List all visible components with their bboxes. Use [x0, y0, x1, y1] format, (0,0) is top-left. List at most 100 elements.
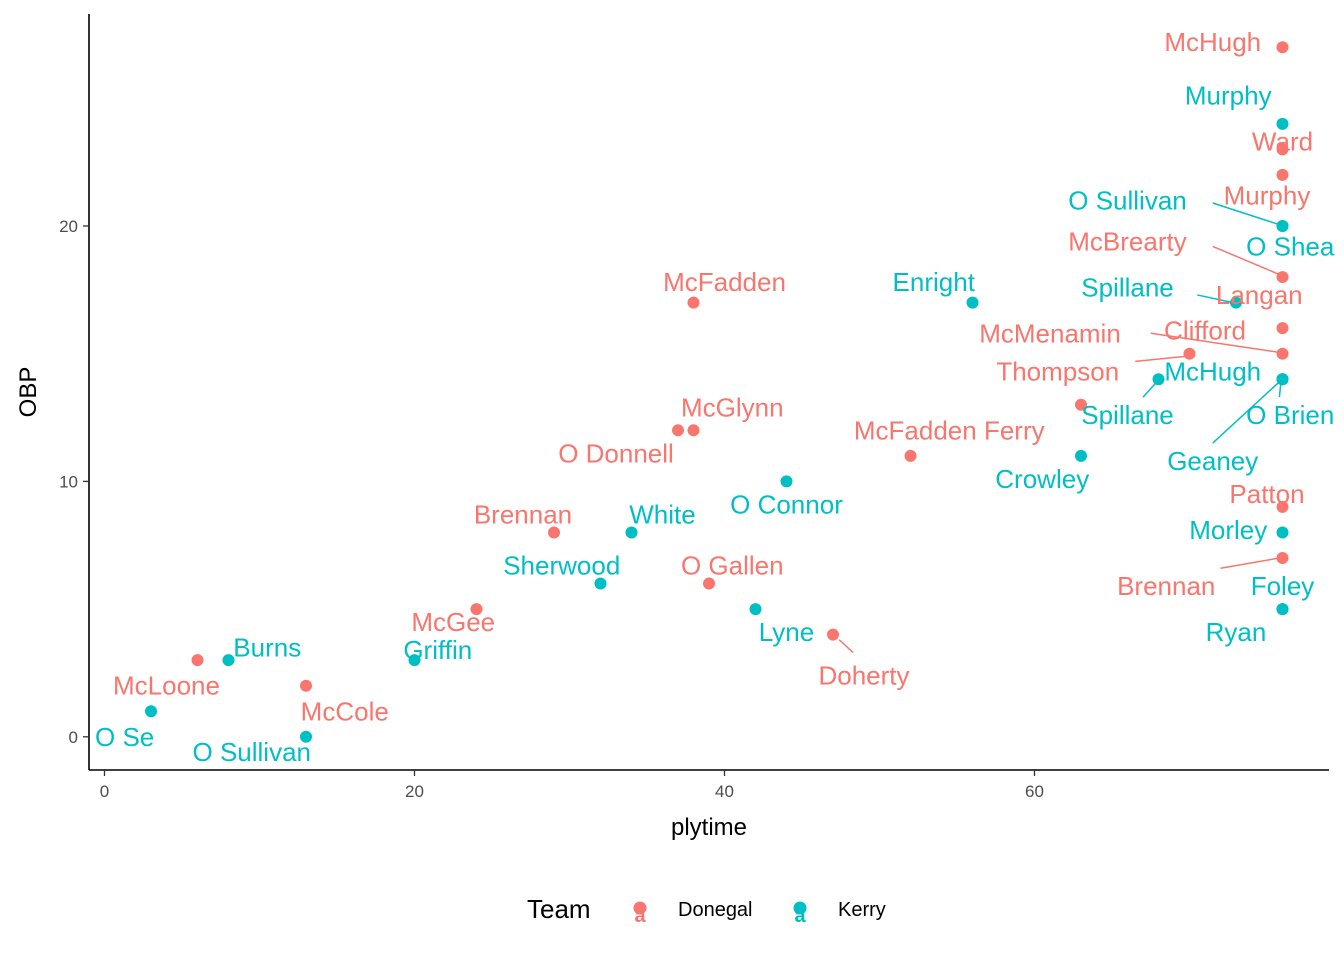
- point-label: Murphy: [1185, 81, 1272, 111]
- data-point-kerry: [749, 603, 762, 616]
- point-label: Foley: [1251, 571, 1315, 601]
- point-label: Spillane: [1081, 400, 1174, 430]
- point-label: McGee: [411, 607, 495, 637]
- data-point-donegal: [1183, 347, 1196, 360]
- x-tick-label: 40: [715, 782, 734, 801]
- legend-label-kerry: Kerry: [838, 899, 886, 921]
- data-point-donegal: [1276, 168, 1289, 181]
- point-label: O Sullivan: [1068, 185, 1187, 215]
- data-point-kerry: [1276, 117, 1289, 130]
- legend-key-donegal-glyph: a: [634, 905, 646, 927]
- label-leader-line: [1212, 245, 1280, 276]
- point-label: McHugh: [1164, 27, 1261, 57]
- point-label: Langan: [1216, 280, 1303, 310]
- data-point-donegal: [687, 424, 700, 437]
- point-label: Clifford: [1164, 316, 1246, 346]
- y-tick-label: 20: [59, 217, 78, 236]
- point-label: Patton: [1229, 479, 1304, 509]
- y-tick-label: 0: [69, 728, 78, 747]
- y-axis-ticks: 0 10 20: [59, 217, 89, 747]
- point-label: O Se: [95, 722, 154, 752]
- legend-key-kerry-dot: [793, 901, 807, 915]
- data-point-donegal: [1276, 552, 1289, 565]
- point-label: Ryan: [1206, 617, 1267, 647]
- x-tick-label: 0: [100, 782, 109, 801]
- legend-key-donegal-dot: [633, 901, 647, 915]
- point-label: Murphy: [1224, 180, 1311, 210]
- data-point-kerry: [1152, 373, 1165, 386]
- point-label: Crowley: [995, 464, 1089, 494]
- data-points: [145, 41, 1289, 743]
- point-label: O Gallen: [681, 551, 784, 581]
- data-point-kerry: [1276, 219, 1289, 232]
- data-point-kerry: [780, 475, 793, 488]
- point-label: Spillane: [1081, 272, 1174, 302]
- point-label: McCole: [301, 696, 389, 726]
- y-axis-title: OBP: [15, 367, 42, 418]
- data-point-kerry: [1276, 373, 1289, 386]
- data-point-kerry: [145, 705, 157, 718]
- data-point-donegal: [1276, 322, 1289, 335]
- data-point-donegal: [672, 424, 684, 437]
- legend: Team a Donegal a Kerry: [527, 894, 886, 927]
- x-axis-ticks: 0 20 40 60: [100, 770, 1044, 801]
- data-point-donegal: [548, 526, 560, 539]
- data-point-donegal: [1276, 271, 1289, 284]
- point-label: Ward: [1252, 127, 1313, 157]
- point-label: Brennan: [1117, 571, 1215, 601]
- data-point-kerry: [1075, 449, 1087, 462]
- point-label: McFadden Ferry: [854, 415, 1045, 445]
- label-leader-line: [1197, 294, 1234, 304]
- point-label: Doherty: [818, 661, 909, 691]
- data-point-donegal: [1276, 347, 1289, 360]
- y-tick-label: 10: [59, 472, 78, 491]
- label-leader-line: [1142, 381, 1158, 398]
- x-tick-label: 20: [405, 782, 424, 801]
- label-leader-line: [1212, 202, 1280, 226]
- point-label: Thompson: [996, 357, 1119, 387]
- point-label: Burns: [233, 632, 301, 662]
- data-point-donegal: [827, 628, 839, 641]
- data-point-donegal: [1276, 143, 1289, 156]
- data-point-donegal: [1276, 41, 1289, 54]
- data-point-donegal: [904, 449, 917, 462]
- legend-label-donegal: Donegal: [678, 899, 753, 921]
- data-point-donegal: [1075, 398, 1087, 411]
- data-point-kerry: [966, 296, 979, 309]
- point-label: Geaney: [1167, 446, 1258, 476]
- point-label: Morley: [1189, 515, 1267, 545]
- label-leader-line: [1135, 355, 1187, 363]
- point-label: Brennan: [474, 500, 572, 530]
- label-leader-line: [1212, 381, 1280, 444]
- point-label: O Shea: [1246, 231, 1335, 261]
- data-point-kerry: [1276, 526, 1289, 539]
- x-axis-title: plytime: [671, 814, 747, 841]
- point-label: McMenamin: [979, 318, 1121, 348]
- data-point-donegal: [470, 603, 483, 616]
- data-point-kerry: [300, 730, 312, 743]
- data-point-kerry: [408, 654, 421, 667]
- legend-title: Team: [527, 894, 591, 924]
- data-point-donegal: [703, 577, 715, 590]
- data-point-kerry: [222, 654, 235, 667]
- point-label: McGlynn: [681, 392, 784, 422]
- point-label: Sherwood: [503, 551, 620, 581]
- data-point-donegal: [300, 679, 312, 692]
- point-label: O Sullivan: [193, 737, 312, 767]
- point-label: O Donnell: [558, 438, 674, 468]
- point-label: McLoone: [113, 671, 220, 701]
- data-point-kerry: [1230, 296, 1242, 309]
- point-label: Lyne: [759, 617, 814, 647]
- data-point-kerry: [1276, 603, 1289, 616]
- point-label: White: [629, 500, 695, 530]
- point-label: O Brien: [1246, 400, 1334, 430]
- data-point-kerry: [625, 526, 638, 539]
- point-label: O Connor: [730, 489, 843, 519]
- label-leader-line: [1220, 557, 1280, 569]
- x-tick-label: 60: [1025, 782, 1044, 801]
- label-leader-line: [838, 639, 854, 654]
- point-label: Enright: [893, 267, 976, 297]
- point-labels: McLoone McCole McGee Brennan O DonnellMcGlyn…: [95, 27, 1335, 767]
- point-label: McHugh: [1164, 357, 1261, 387]
